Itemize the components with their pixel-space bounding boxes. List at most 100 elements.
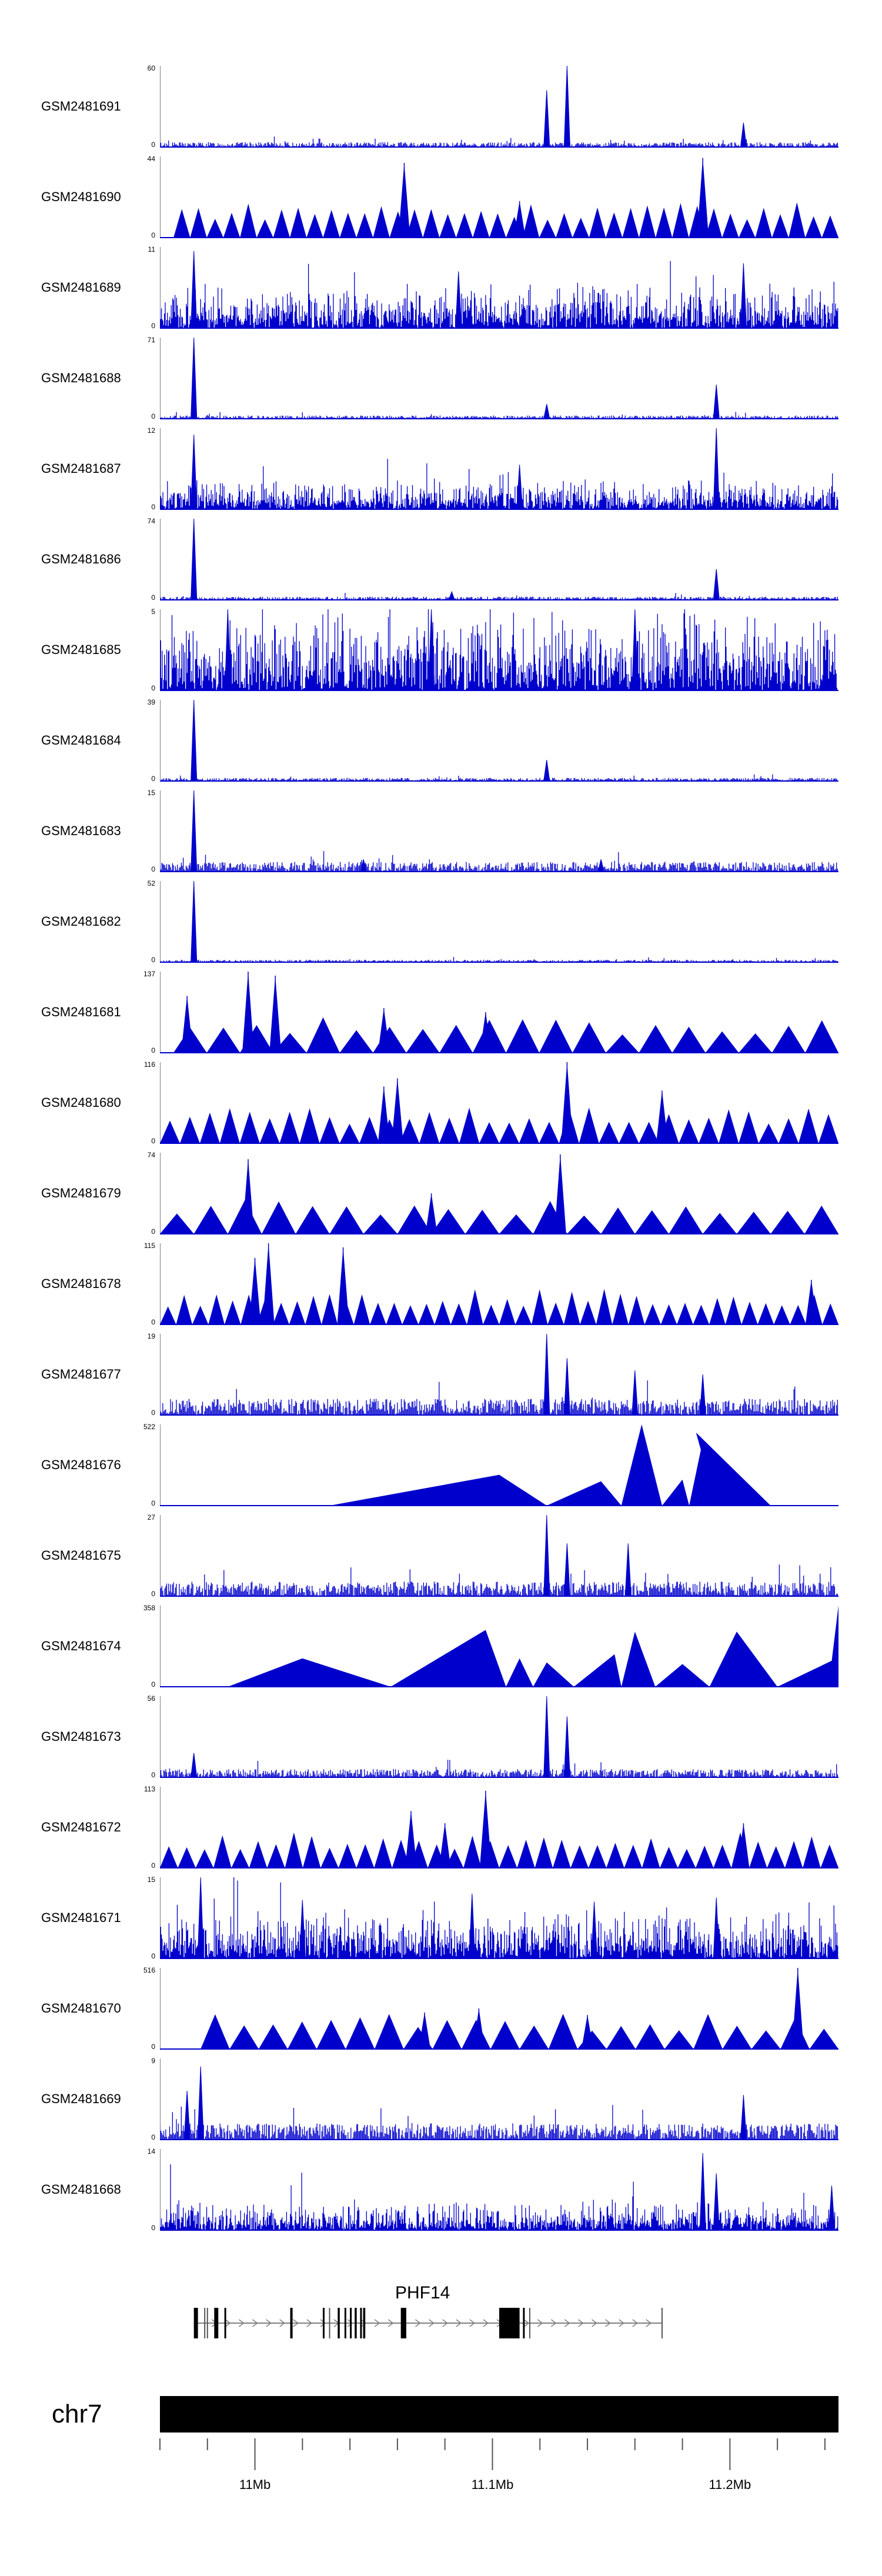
signal-triangle [219, 1108, 240, 1143]
signal-triangle [490, 2021, 520, 2049]
signal-triangle [273, 209, 290, 238]
signal-triangle [285, 1832, 303, 1868]
signal-bars [160, 136, 838, 147]
signal-triangle [669, 1206, 703, 1234]
signal-triangle [305, 1296, 322, 1324]
exon [355, 2308, 357, 2338]
y-min-label: 0 [151, 1046, 155, 1055]
signal-triangle [553, 1840, 571, 1868]
y-max-label: 52 [147, 879, 155, 887]
signal-triangle [386, 1303, 403, 1324]
signal-triangle [370, 1303, 386, 1324]
signal-triangle [770, 1210, 805, 1234]
signal-peak [469, 1893, 476, 1959]
signal-bars [160, 459, 838, 509]
signal-triangle [329, 1206, 364, 1234]
strand-arrow [360, 2319, 367, 2327]
signal-triangle [288, 2021, 317, 2049]
signal-triangle [299, 1108, 320, 1143]
signal-triangle [190, 208, 207, 238]
track-GSM2481685: GSM2481685 5 0 [0, 608, 882, 700]
signal-triangle [262, 1201, 296, 1234]
signal-triangle [606, 1034, 639, 1053]
y-max-label: 11 [148, 245, 155, 253]
ruler-tick-label: 11.2Mb [709, 2477, 751, 2492]
y-max-label: 137 [143, 970, 155, 978]
signal-triangle [423, 209, 440, 238]
signal-triangle [179, 1116, 200, 1143]
signal-triangle [722, 213, 739, 238]
strand-arrow [469, 2319, 476, 2327]
track-GSM2481672: GSM2481672 113 0 [0, 1786, 882, 1877]
ruler-tick-label: 11Mb [239, 2477, 271, 2492]
signal-triangle [199, 1112, 220, 1143]
signal-triangle [459, 1107, 480, 1143]
signal-triangle [739, 1033, 772, 1053]
signal-triangle [639, 205, 656, 238]
signal-triangle [739, 219, 756, 238]
signal-triangle [639, 1122, 659, 1143]
signal-triangle [693, 1304, 710, 1324]
exon [363, 2308, 366, 2338]
track-GSM2481676: GSM2481676 522 0 [0, 1423, 882, 1515]
signal-peak [563, 1716, 570, 1778]
signal-triangle [539, 219, 556, 238]
strand-arrow [279, 2319, 285, 2327]
exon [499, 2308, 520, 2338]
track-label: GSM2481672 [41, 1820, 121, 1834]
signal-peak [448, 590, 455, 600]
signal-triangle [547, 1302, 564, 1324]
y-min-label: 0 [151, 2133, 155, 2141]
y-min-label: 0 [151, 865, 155, 873]
strand-arrow [320, 2319, 326, 2327]
signal-triangle [374, 1838, 392, 1868]
signal-triangle [572, 218, 589, 238]
signal-peak [563, 1543, 570, 1597]
signal-plot [160, 156, 838, 238]
signal-triangle [397, 1205, 432, 1234]
signal-triangle [606, 212, 623, 238]
signal-triangle [173, 209, 191, 238]
track-label: GSM2481679 [41, 1186, 121, 1200]
track-label: GSM2481676 [41, 1457, 121, 1472]
strand-arrow [592, 2319, 597, 2327]
signal-triangle [579, 1107, 599, 1143]
signal-triangle [563, 1292, 580, 1324]
signal-triangle [160, 1120, 180, 1143]
signal-triangle [249, 1841, 268, 1868]
y-min-label: 0 [151, 1499, 155, 1507]
signal-triangle [499, 1214, 533, 1234]
signal-peak [563, 1358, 570, 1416]
signal-triangle [739, 1111, 759, 1143]
signal-plot [160, 428, 838, 510]
y-min-label: 0 [151, 322, 155, 330]
y-min-label: 0 [151, 1409, 155, 1417]
signal-triangle [489, 213, 506, 238]
signal-peak [455, 271, 462, 329]
y-min-label: 0 [151, 2224, 155, 2232]
track-GSM2481674: GSM2481674 358 0 [0, 1604, 882, 1696]
signal-triangle [596, 1289, 613, 1324]
strand-arrow [523, 2319, 530, 2327]
exon [193, 2308, 198, 2338]
exon [214, 2308, 219, 2338]
exon [290, 2308, 292, 2338]
signal-triangle [660, 1847, 678, 1868]
strand-arrow [632, 2319, 639, 2327]
track-GSM2481688: GSM2481688 71 0 [0, 336, 882, 428]
track-GSM2481677: GSM2481677 19 0 [0, 1333, 882, 1424]
signal-triangle [588, 1845, 607, 1868]
signal-peak [828, 2185, 835, 2231]
signal-peak [740, 263, 747, 329]
track-GSM2481681: GSM2481681 137 0 [0, 970, 882, 1062]
strand-arrow [537, 2319, 543, 2327]
chromosome-label: chr7 [52, 2400, 102, 2428]
signal-peak [563, 66, 570, 148]
signal-triangle [306, 213, 323, 238]
signal-triangle [479, 1122, 499, 1143]
signal-triangle [193, 1206, 228, 1234]
signal-triangle [339, 1123, 360, 1143]
track-label: GSM2481688 [41, 371, 121, 385]
chromosome-ideogram [159, 2396, 838, 2470]
